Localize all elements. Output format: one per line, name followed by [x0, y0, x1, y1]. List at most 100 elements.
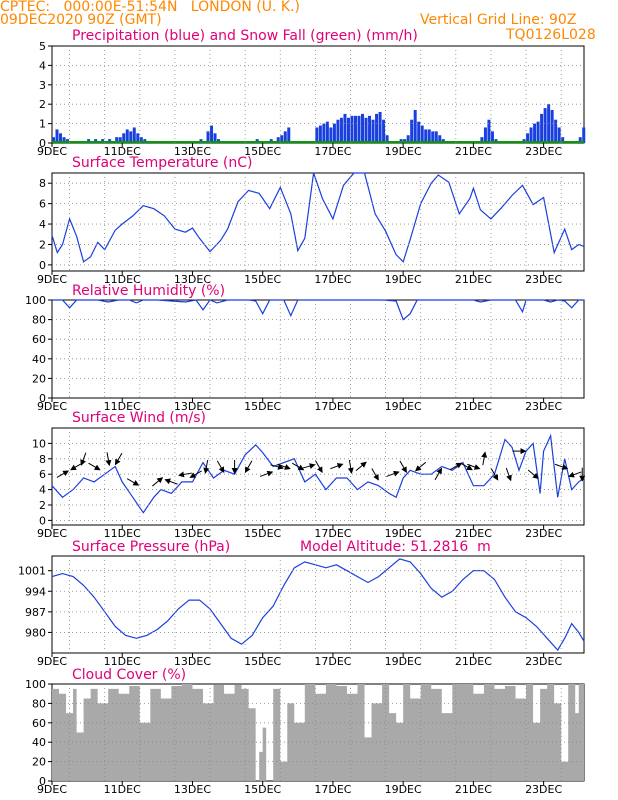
x-tick-label: 23DEC	[525, 527, 562, 540]
wind-arrow	[347, 460, 354, 474]
y-tick-label: 2	[39, 499, 46, 512]
precip-bar	[526, 133, 530, 143]
precip-bar	[361, 113, 365, 143]
x-tick-label: 19DEC	[385, 145, 422, 158]
x-tick-label: 11DEC	[104, 145, 141, 158]
precip-bar	[364, 117, 368, 143]
x-tick-label: 9DEC	[37, 145, 67, 158]
x-tick-label: 17DEC	[314, 783, 351, 796]
y-tick-label: 987	[25, 606, 46, 619]
panel-title-wind: Surface Wind (m/s)	[72, 410, 206, 426]
wind-arrow	[554, 463, 569, 470]
precip-bar	[343, 113, 347, 143]
precip-bar	[375, 113, 379, 143]
wind-arrow	[490, 468, 499, 481]
panel-title-pressure: Surface Pressure (hPa)	[72, 539, 231, 555]
precip-bar	[424, 129, 428, 143]
wind-arrow	[527, 469, 539, 480]
header-date: 09DEC2020 90Z (GMT)	[0, 12, 162, 28]
series-line	[51, 172, 585, 263]
x-tick-label: 21DEC	[455, 145, 492, 158]
precip-bar	[329, 127, 333, 143]
panel-title-cloud: Cloud Cover (%)	[72, 667, 187, 683]
precip-bar	[210, 125, 214, 143]
precip-bar	[315, 127, 319, 143]
x-tick-label: 15DEC	[244, 655, 281, 668]
y-tick-label: 8	[39, 453, 46, 466]
wind-arrow	[216, 460, 225, 473]
y-tick-label: 100	[25, 294, 46, 307]
x-tick-label: 9DEC	[37, 655, 67, 668]
precip-bar	[578, 137, 582, 143]
x-tick-label: 23DEC	[525, 400, 562, 413]
precip-bar	[125, 129, 129, 143]
wind-arrow	[114, 452, 123, 466]
y-tick-label: 80	[32, 697, 46, 710]
y-tick-label: 1001	[18, 565, 46, 578]
y-tick-label: 20	[32, 372, 46, 385]
x-tick-label: 19DEC	[385, 400, 422, 413]
precip-bar	[136, 133, 140, 143]
precip-bar	[213, 133, 217, 143]
wind-arrow	[203, 460, 210, 474]
precip-bar	[357, 115, 361, 143]
x-tick-label: 9DEC	[37, 400, 67, 413]
precip-bar	[480, 137, 484, 143]
x-tick-label: 21DEC	[455, 783, 492, 796]
precip-bar	[413, 110, 417, 143]
x-tick-label: 21DEC	[455, 655, 492, 668]
wind-arrow	[434, 467, 443, 481]
y-tick-label: 3	[39, 79, 46, 92]
wind-arrow	[80, 452, 87, 466]
panel-frame	[51, 555, 585, 654]
y-tick-label: 5	[39, 40, 46, 53]
precip-bar	[543, 108, 547, 143]
precip-bar	[346, 117, 350, 143]
x-tick-label: 23DEC	[525, 783, 562, 796]
wind-arrow	[270, 463, 284, 470]
y-tick-label: 0	[39, 392, 46, 405]
x-tick-label: 19DEC	[385, 527, 422, 540]
x-tick-label: 9DEC	[37, 273, 67, 286]
x-tick-label: 13DEC	[174, 273, 211, 286]
y-tick-label: 980	[25, 626, 46, 639]
precip-bar	[206, 131, 210, 143]
panel-frame	[51, 172, 585, 272]
precip-bar	[582, 127, 586, 143]
x-tick-label: 15DEC	[244, 145, 281, 158]
wind-arrow	[105, 452, 112, 467]
wind-arrow	[88, 462, 101, 471]
wind-arrow	[56, 470, 70, 478]
y-tick-label: 0	[39, 137, 46, 150]
y-tick-label: 20	[32, 756, 46, 769]
x-tick-label: 21DEC	[455, 527, 492, 540]
y-tick-label: 40	[32, 736, 46, 749]
header-code: TQ0126L028	[506, 27, 596, 43]
wind-arrow	[355, 461, 367, 472]
x-tick-label: 13DEC	[174, 400, 211, 413]
wind-arrow	[301, 463, 316, 470]
x-tick-label: 11DEC	[104, 783, 141, 796]
wind-arrow	[291, 462, 305, 471]
y-tick-label: 100	[25, 678, 46, 691]
precip-bar	[371, 119, 375, 143]
x-tick-label: 17DEC	[314, 655, 351, 668]
x-tick-label: 13DEC	[174, 783, 211, 796]
y-tick-label: 0	[39, 775, 46, 788]
header-location: CPTEC: 000:00E-51:54N LONDON (U. K.)	[0, 0, 300, 15]
precip-bar	[490, 131, 494, 143]
x-tick-label: 23DEC	[525, 273, 562, 286]
y-tick-label: 10	[32, 437, 46, 450]
precip-bar	[554, 119, 558, 143]
x-tick-label: 17DEC	[314, 527, 351, 540]
wind-arrow	[70, 462, 83, 471]
precip-bar	[368, 115, 372, 143]
wind-arrow	[481, 451, 488, 466]
y-tick-label: 1	[39, 118, 46, 131]
x-tick-label: 19DEC	[385, 273, 422, 286]
x-tick-label: 23DEC	[525, 145, 562, 158]
precip-bar	[62, 137, 66, 143]
wind-arrow	[467, 463, 481, 470]
wind-arrow	[386, 470, 400, 477]
precip-bar	[431, 131, 435, 143]
